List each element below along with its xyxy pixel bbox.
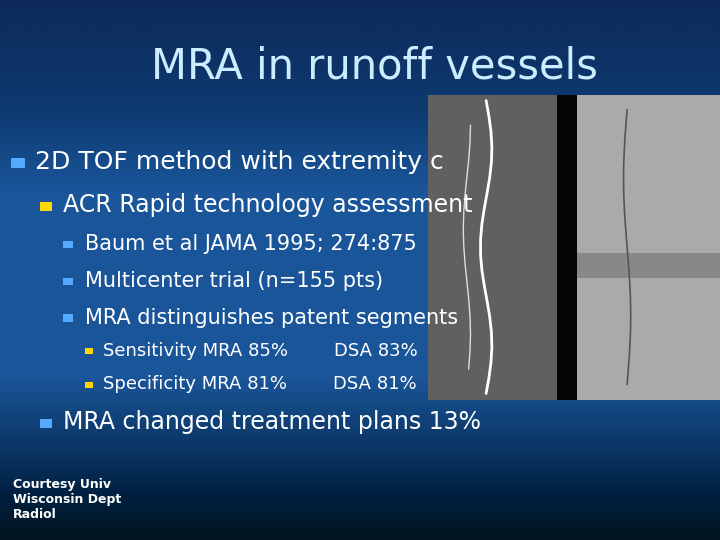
Text: Courtesy Univ
Wisconsin Dept
Radiol: Courtesy Univ Wisconsin Dept Radiol xyxy=(13,478,121,521)
Bar xyxy=(577,94,720,400)
Bar xyxy=(428,94,557,400)
Bar xyxy=(85,382,93,388)
Bar xyxy=(85,348,93,354)
Bar xyxy=(557,94,577,400)
Text: MRA changed treatment plans 13%: MRA changed treatment plans 13% xyxy=(63,410,482,434)
Text: ACR Rapid technology assessment: ACR Rapid technology assessment xyxy=(63,193,473,217)
Bar xyxy=(11,158,25,168)
Bar xyxy=(63,241,73,248)
Text: Multicenter trial (n=155 pts): Multicenter trial (n=155 pts) xyxy=(85,271,383,291)
Text: Sensitivity MRA 85%        DSA 83%: Sensitivity MRA 85% DSA 83% xyxy=(103,342,418,360)
Text: MRA in runoff vessels: MRA in runoff vessels xyxy=(151,46,598,88)
Bar xyxy=(63,278,73,285)
Text: MRA distinguishes patent segments: MRA distinguishes patent segments xyxy=(85,307,458,328)
Bar xyxy=(40,418,53,428)
Bar xyxy=(63,314,73,322)
Bar xyxy=(577,253,720,278)
Bar xyxy=(40,201,53,211)
Text: 2D TOF method with extremity c: 2D TOF method with extremity c xyxy=(35,150,444,174)
Text: Specificity MRA 81%        DSA 81%: Specificity MRA 81% DSA 81% xyxy=(103,375,417,394)
Text: Baum et al JAMA 1995; 274:875: Baum et al JAMA 1995; 274:875 xyxy=(85,234,417,254)
